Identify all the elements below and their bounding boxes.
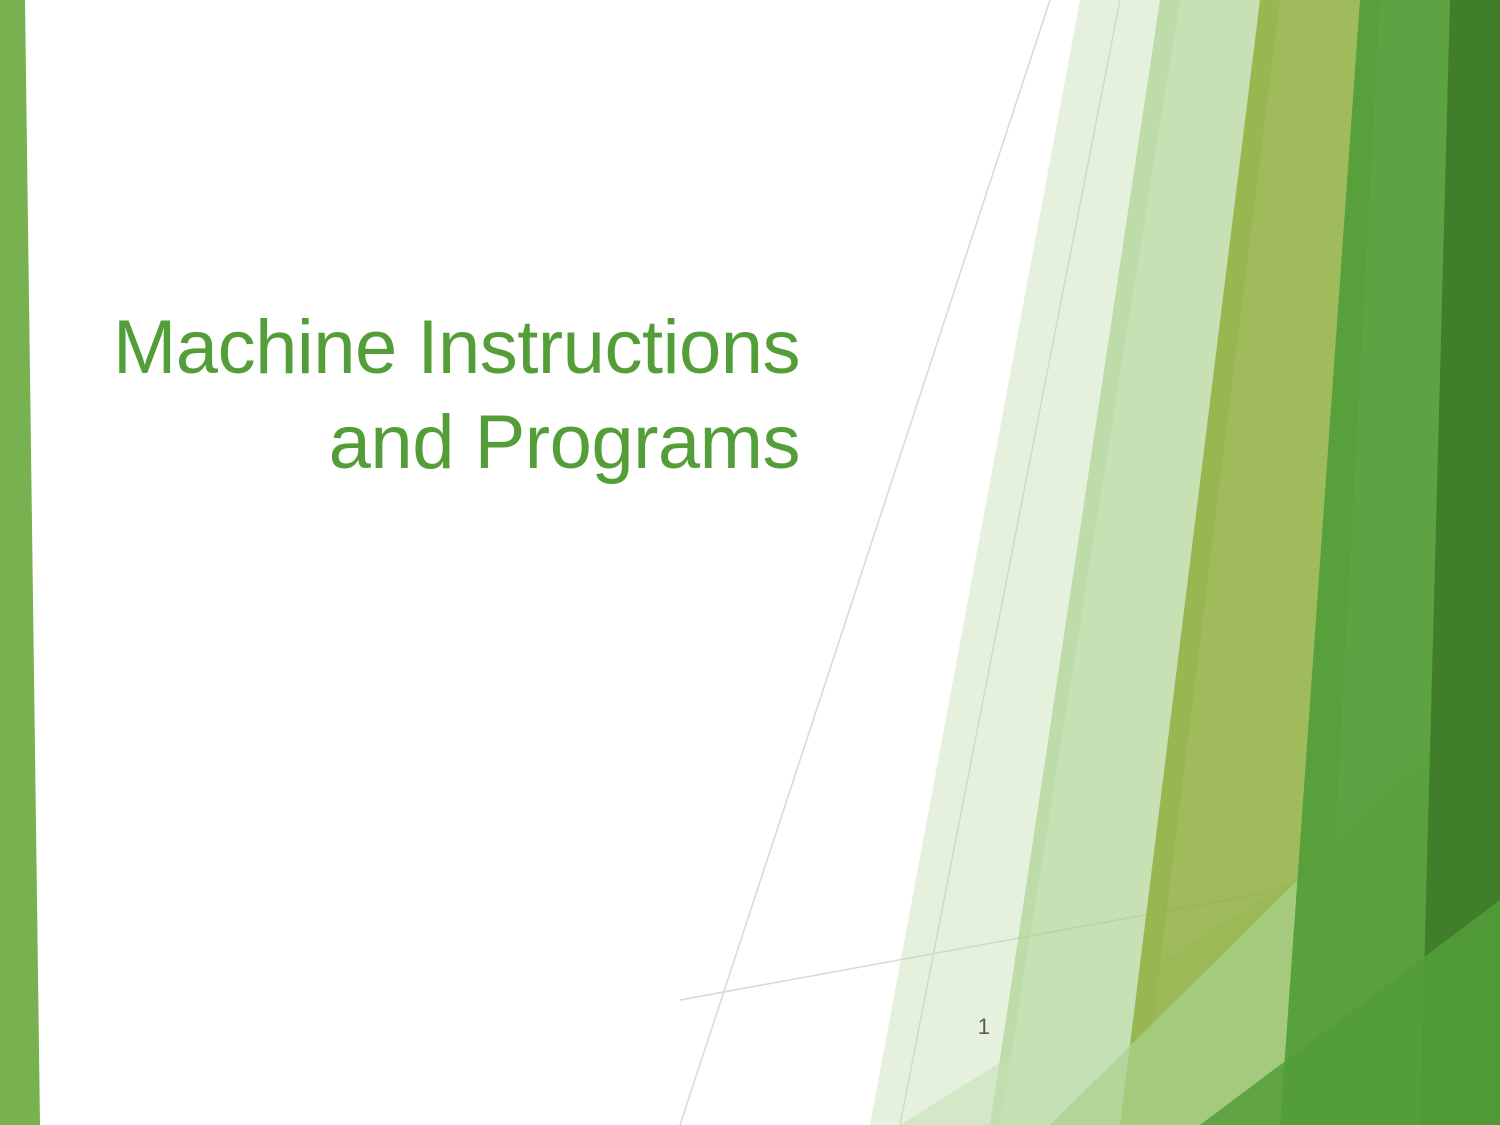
page-number: 1 (978, 1014, 990, 1040)
title-line-1: Machine Instructions (100, 300, 800, 395)
title-container: Machine Instructions and Programs (100, 300, 800, 490)
slide-decoration (0, 0, 1500, 1125)
presentation-slide: Machine Instructions and Programs 1 (0, 0, 1500, 1125)
title-line-2: and Programs (100, 395, 800, 490)
